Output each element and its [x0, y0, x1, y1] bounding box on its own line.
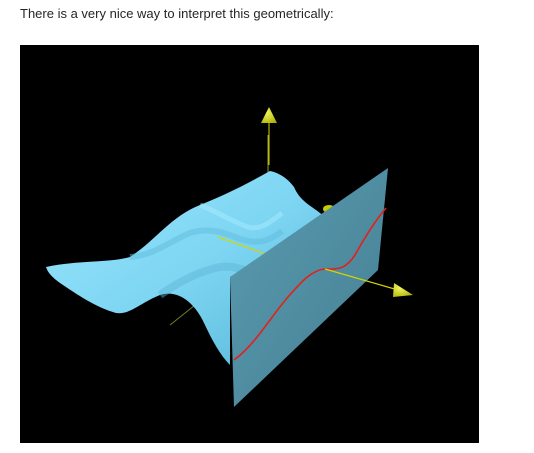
surface-highlight: [199, 202, 284, 231]
cutting-plane: [230, 168, 388, 407]
wavy-surface: [46, 171, 330, 365]
z-axis-arrow: [261, 107, 277, 123]
surface-plot-figure: [20, 45, 479, 443]
intro-text: There is a very nice way to interpret th…: [20, 6, 334, 21]
surface-ridge: [129, 227, 284, 260]
intersection-curve: [233, 207, 387, 361]
surface-plot-image: [46, 107, 413, 407]
x-axis-arrow: [393, 283, 413, 297]
x-axis-front: [324, 268, 399, 291]
